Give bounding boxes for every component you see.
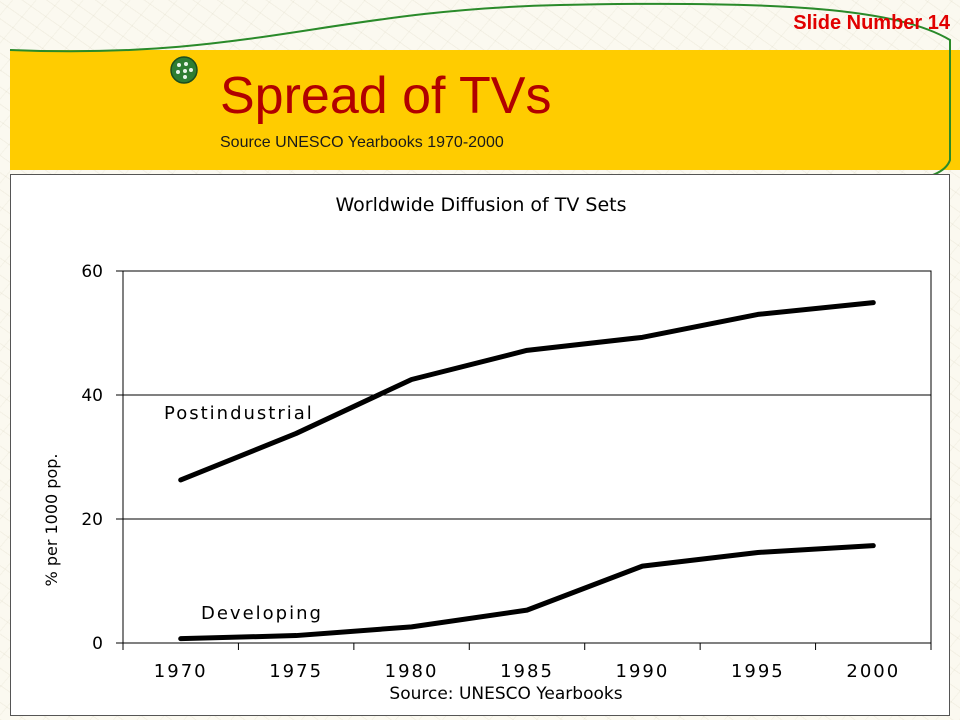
- series-point: [755, 550, 760, 555]
- series-labels: Postindustrial Developing: [164, 403, 323, 624]
- series-lines: [178, 300, 876, 642]
- series-line-1: [178, 543, 876, 642]
- page-subtitle: Source UNESCO Yearbooks 1970-2000: [220, 134, 504, 151]
- series-point: [525, 608, 529, 613]
- series-point: [294, 431, 299, 436]
- x-tick-label: 2000: [846, 661, 900, 682]
- x-tick-label: 1980: [385, 661, 439, 682]
- y-tick-label: 60: [81, 262, 103, 282]
- series-point: [525, 348, 529, 353]
- x-tick-label: 1970: [154, 661, 208, 682]
- x-tick-label: 1975: [269, 661, 323, 682]
- plot-frame: [122, 270, 932, 644]
- page-title: Spread of TVs: [220, 67, 552, 125]
- series-point: [871, 543, 876, 548]
- line-chart: Worldwide Diffusion of TV Sets % per 100…: [42, 194, 932, 704]
- x-tick-label: 1985: [500, 661, 554, 682]
- series-label: Postindustrial: [164, 403, 314, 424]
- series-point: [640, 335, 645, 340]
- x-tick-label: 1990: [616, 661, 670, 682]
- x-tick-label: 1995: [731, 661, 785, 682]
- axes: 0 20 40 60 1970 1975 1980 1985 1990 1995 2000: [81, 262, 932, 682]
- y-tick-label: 20: [81, 510, 103, 530]
- x-axis-label: Source: UNESCO Yearbooks: [389, 684, 622, 704]
- series-label: Developing: [201, 603, 323, 624]
- series-point: [640, 564, 645, 569]
- series-point: [178, 636, 183, 641]
- series-point: [755, 312, 760, 317]
- y-axis-label: % per 1000 pop.: [42, 454, 61, 587]
- series-point: [409, 624, 414, 629]
- title-band: [10, 50, 960, 170]
- chart-panel: Worldwide Diffusion of TV Sets % per 100…: [10, 174, 950, 716]
- series-point: [871, 300, 876, 305]
- series-point: [409, 377, 414, 382]
- globe-icon: [170, 56, 198, 84]
- chart-title: Worldwide Diffusion of TV Sets: [335, 194, 626, 216]
- y-tick-label: 0: [92, 634, 103, 654]
- series-point: [178, 477, 183, 482]
- slide-number: Slide Number 14: [793, 12, 950, 34]
- series-line-0: [178, 300, 876, 483]
- series-point: [294, 633, 299, 638]
- y-tick-label: 40: [81, 386, 103, 406]
